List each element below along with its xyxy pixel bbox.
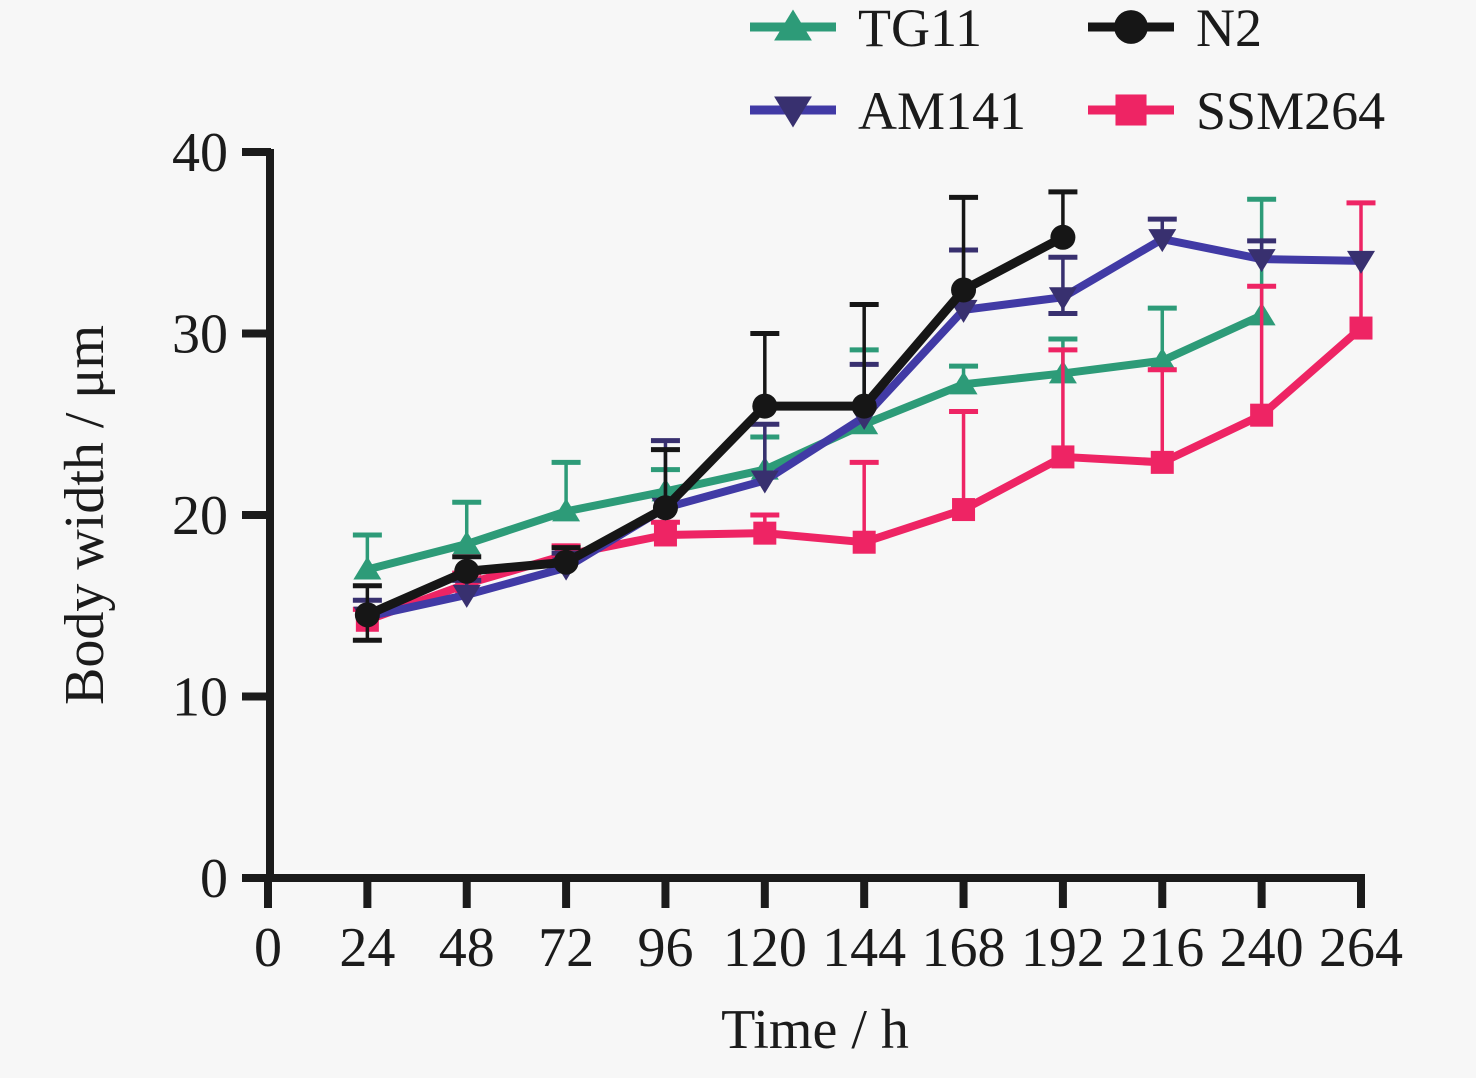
x-tick-label: 216 (1120, 917, 1204, 979)
marker-triangle-down (1148, 229, 1177, 253)
x-tick-label: 24 (339, 917, 395, 979)
marker-triangle-down (1247, 249, 1276, 273)
x-axis-title: Time / h (721, 999, 909, 1061)
x-tick-label: 96 (637, 917, 693, 979)
marker-circle (454, 558, 480, 584)
legend-item-AM141: AM141 (750, 81, 1026, 141)
marker-square (1349, 316, 1373, 340)
legend-label: SSM264 (1196, 81, 1385, 141)
marker-triangle-down (774, 96, 812, 128)
marker-triangle-down (1347, 250, 1375, 274)
marker-square (1150, 450, 1174, 474)
legend-item-TG11: TG11 (750, 0, 982, 58)
legend-item-N2: N2 (1088, 0, 1262, 58)
series-N2 (352, 189, 1078, 643)
marker-square (1115, 94, 1147, 126)
legend-label: TG11 (858, 0, 982, 58)
y-tick-label: 0 (200, 848, 228, 910)
marker-square (952, 498, 976, 522)
x-tick-label: 240 (1220, 917, 1304, 979)
x-tick-label: 144 (822, 917, 906, 979)
axes: 0 10 20 30 40 0 24 48 72 96 120 144 168 192 216 240 264 (172, 122, 1403, 979)
x-tick-label: 0 (254, 917, 282, 979)
marker-square (753, 521, 777, 545)
marker-circle (851, 393, 877, 419)
x-tick-label: 264 (1319, 917, 1403, 979)
x-tick-label: 192 (1021, 917, 1105, 979)
legend: TG11 N2 AM141 SSM264 (750, 0, 1385, 141)
marker-square (653, 523, 677, 547)
marker-square (1051, 445, 1075, 469)
marker-triangle-down (1048, 287, 1077, 311)
marker-circle (354, 602, 380, 628)
x-tick-label: 120 (723, 917, 807, 979)
x-tick-label: 168 (922, 917, 1006, 979)
series-line (365, 233, 1066, 619)
marker-triangle-down (949, 299, 978, 323)
y-tick-label: 10 (172, 667, 228, 729)
series-line (366, 311, 1264, 574)
marker-circle (652, 495, 678, 521)
marker-triangle-up (452, 531, 481, 555)
marker-circle (1050, 224, 1076, 250)
legend-item-SSM264: SSM264 (1088, 81, 1385, 141)
marker-circle (752, 393, 778, 419)
x-tick-label: 72 (538, 917, 594, 979)
marker-triangle-down (750, 470, 779, 494)
marker-triangle-up (1148, 347, 1177, 371)
x-tick-label: 48 (439, 917, 495, 979)
marker-triangle-up (552, 498, 581, 522)
marker-triangle-up (774, 9, 812, 41)
marker-circle (553, 549, 579, 575)
y-tick-label: 30 (172, 304, 228, 366)
y-tick-label: 20 (172, 485, 228, 547)
marker-square (852, 530, 876, 554)
marker-triangle-down (452, 584, 481, 608)
y-tick-label: 40 (172, 122, 228, 184)
marker-circle (951, 277, 977, 303)
legend-label: N2 (1196, 0, 1262, 58)
marker-square (1250, 403, 1274, 427)
marker-triangle-up (949, 371, 978, 395)
marker-circle (1114, 10, 1148, 44)
legend-label: AM141 (858, 81, 1026, 141)
marker-triangle-up (353, 556, 382, 580)
y-axis-title: Body width / μm (54, 325, 116, 705)
